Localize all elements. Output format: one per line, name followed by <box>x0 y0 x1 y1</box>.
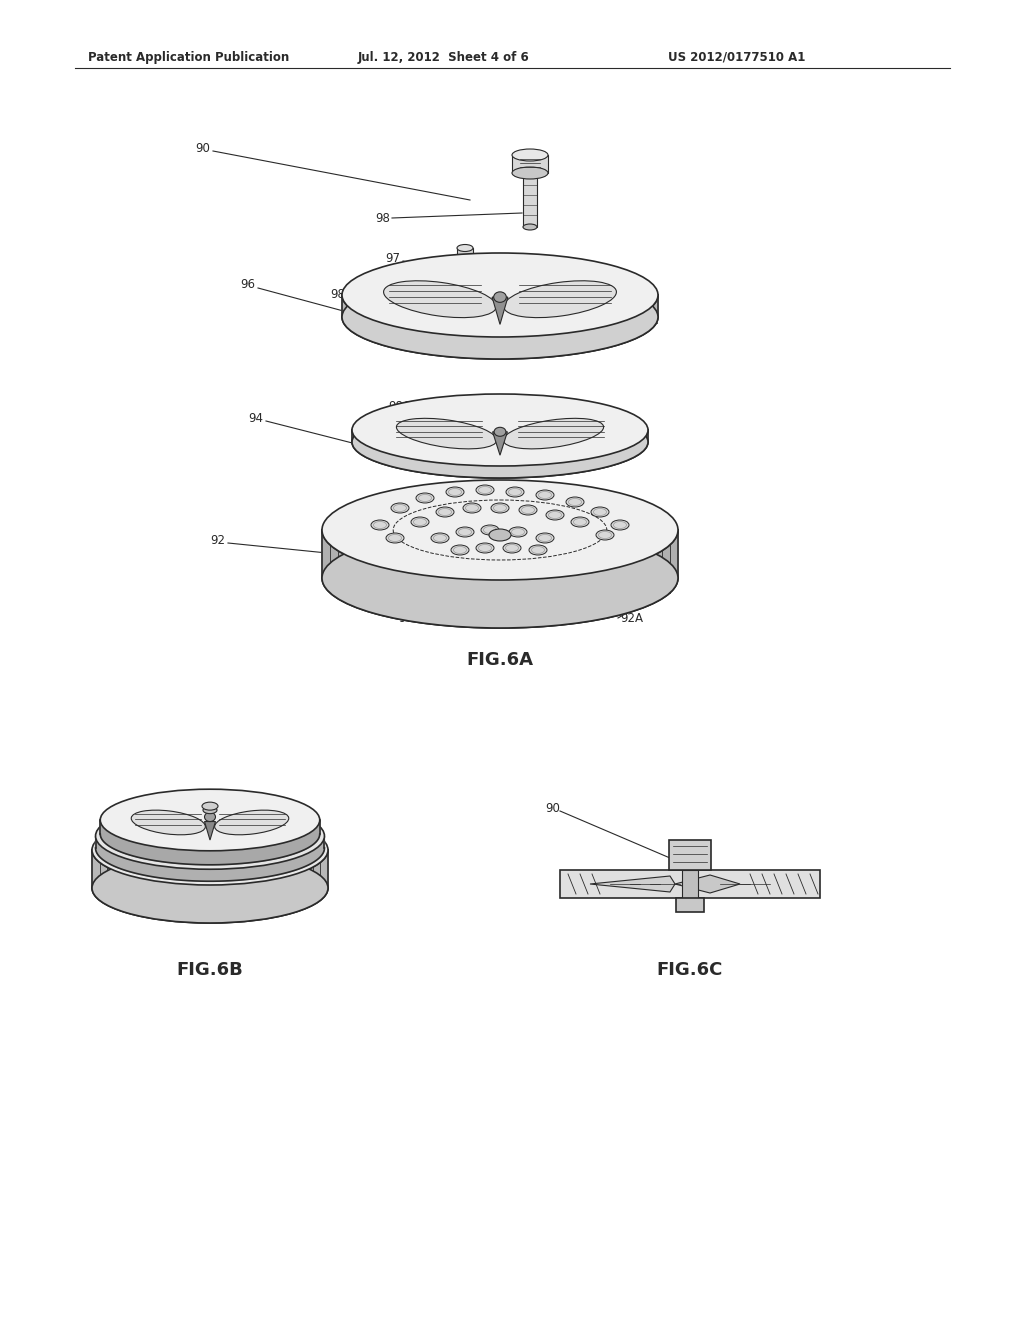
Polygon shape <box>682 870 698 898</box>
Text: 92A: 92A <box>620 611 643 624</box>
Text: 98C: 98C <box>388 400 411 412</box>
Ellipse shape <box>591 507 609 517</box>
Text: 97A: 97A <box>398 611 421 624</box>
Polygon shape <box>675 875 740 894</box>
Polygon shape <box>352 430 648 478</box>
Ellipse shape <box>463 503 481 513</box>
Polygon shape <box>92 850 328 923</box>
Ellipse shape <box>529 545 547 554</box>
Text: 97C: 97C <box>449 400 471 412</box>
Ellipse shape <box>457 271 473 277</box>
Text: 97B: 97B <box>468 252 492 264</box>
Ellipse shape <box>416 492 434 503</box>
Text: 94A: 94A <box>620 441 643 454</box>
Ellipse shape <box>494 292 506 302</box>
Polygon shape <box>342 294 658 359</box>
Text: 98: 98 <box>375 211 390 224</box>
Polygon shape <box>493 297 508 325</box>
Ellipse shape <box>384 281 497 318</box>
Ellipse shape <box>512 168 548 180</box>
Ellipse shape <box>490 503 509 513</box>
Text: 94: 94 <box>248 412 263 425</box>
Ellipse shape <box>481 525 499 535</box>
Ellipse shape <box>352 393 648 466</box>
Ellipse shape <box>95 803 325 870</box>
Ellipse shape <box>489 529 511 541</box>
Ellipse shape <box>431 533 449 543</box>
Ellipse shape <box>596 531 614 540</box>
Ellipse shape <box>476 543 494 553</box>
Polygon shape <box>523 173 537 227</box>
Ellipse shape <box>342 275 658 359</box>
Ellipse shape <box>100 789 319 851</box>
Text: US 2012/0177510 A1: US 2012/0177510 A1 <box>668 50 805 63</box>
Polygon shape <box>95 836 325 882</box>
Text: 98B: 98B <box>330 289 353 301</box>
Ellipse shape <box>446 487 464 498</box>
Ellipse shape <box>411 517 429 527</box>
Ellipse shape <box>519 506 537 515</box>
Ellipse shape <box>396 418 497 449</box>
Ellipse shape <box>322 480 678 579</box>
Ellipse shape <box>205 812 215 821</box>
Text: Patent Application Publication: Patent Application Publication <box>88 50 289 63</box>
Ellipse shape <box>504 281 616 318</box>
Text: Jul. 12, 2012  Sheet 4 of 6: Jul. 12, 2012 Sheet 4 of 6 <box>358 50 529 63</box>
Polygon shape <box>205 821 215 840</box>
Text: 96A: 96A <box>635 314 658 326</box>
Ellipse shape <box>451 545 469 554</box>
Ellipse shape <box>386 533 404 543</box>
Ellipse shape <box>352 407 648 478</box>
Polygon shape <box>457 248 473 275</box>
Text: FIG.6B: FIG.6B <box>176 961 244 979</box>
Ellipse shape <box>571 517 589 527</box>
Polygon shape <box>100 820 319 865</box>
Polygon shape <box>676 898 705 912</box>
Polygon shape <box>590 876 675 892</box>
Ellipse shape <box>512 149 548 161</box>
Ellipse shape <box>456 527 474 537</box>
Ellipse shape <box>536 533 554 543</box>
Polygon shape <box>669 840 711 870</box>
Text: 96: 96 <box>240 279 255 292</box>
Ellipse shape <box>494 428 506 437</box>
Ellipse shape <box>215 810 289 834</box>
Ellipse shape <box>322 528 678 628</box>
Ellipse shape <box>342 253 658 337</box>
Text: FIG.6A: FIG.6A <box>467 651 534 669</box>
Text: 98A: 98A <box>395 558 418 572</box>
Ellipse shape <box>92 853 328 923</box>
Text: 97: 97 <box>385 252 400 264</box>
Polygon shape <box>560 870 820 898</box>
Ellipse shape <box>371 520 389 531</box>
Ellipse shape <box>566 498 584 507</box>
Ellipse shape <box>203 807 217 813</box>
Ellipse shape <box>506 487 524 498</box>
Polygon shape <box>322 531 678 628</box>
Ellipse shape <box>523 224 537 230</box>
Ellipse shape <box>131 810 206 834</box>
Text: 90: 90 <box>148 801 163 814</box>
Ellipse shape <box>391 503 409 513</box>
Ellipse shape <box>92 814 328 884</box>
Ellipse shape <box>503 543 521 553</box>
Ellipse shape <box>536 490 554 500</box>
Ellipse shape <box>436 507 454 517</box>
Ellipse shape <box>202 803 218 810</box>
Text: 90: 90 <box>545 801 560 814</box>
Ellipse shape <box>509 527 527 537</box>
Text: 92: 92 <box>210 533 225 546</box>
Text: FIG.6C: FIG.6C <box>656 961 723 979</box>
Ellipse shape <box>503 418 603 449</box>
Polygon shape <box>512 154 548 173</box>
Ellipse shape <box>457 244 473 252</box>
Text: 90: 90 <box>195 141 210 154</box>
Ellipse shape <box>476 484 494 495</box>
Polygon shape <box>493 432 508 455</box>
Ellipse shape <box>611 520 629 531</box>
Ellipse shape <box>546 510 564 520</box>
